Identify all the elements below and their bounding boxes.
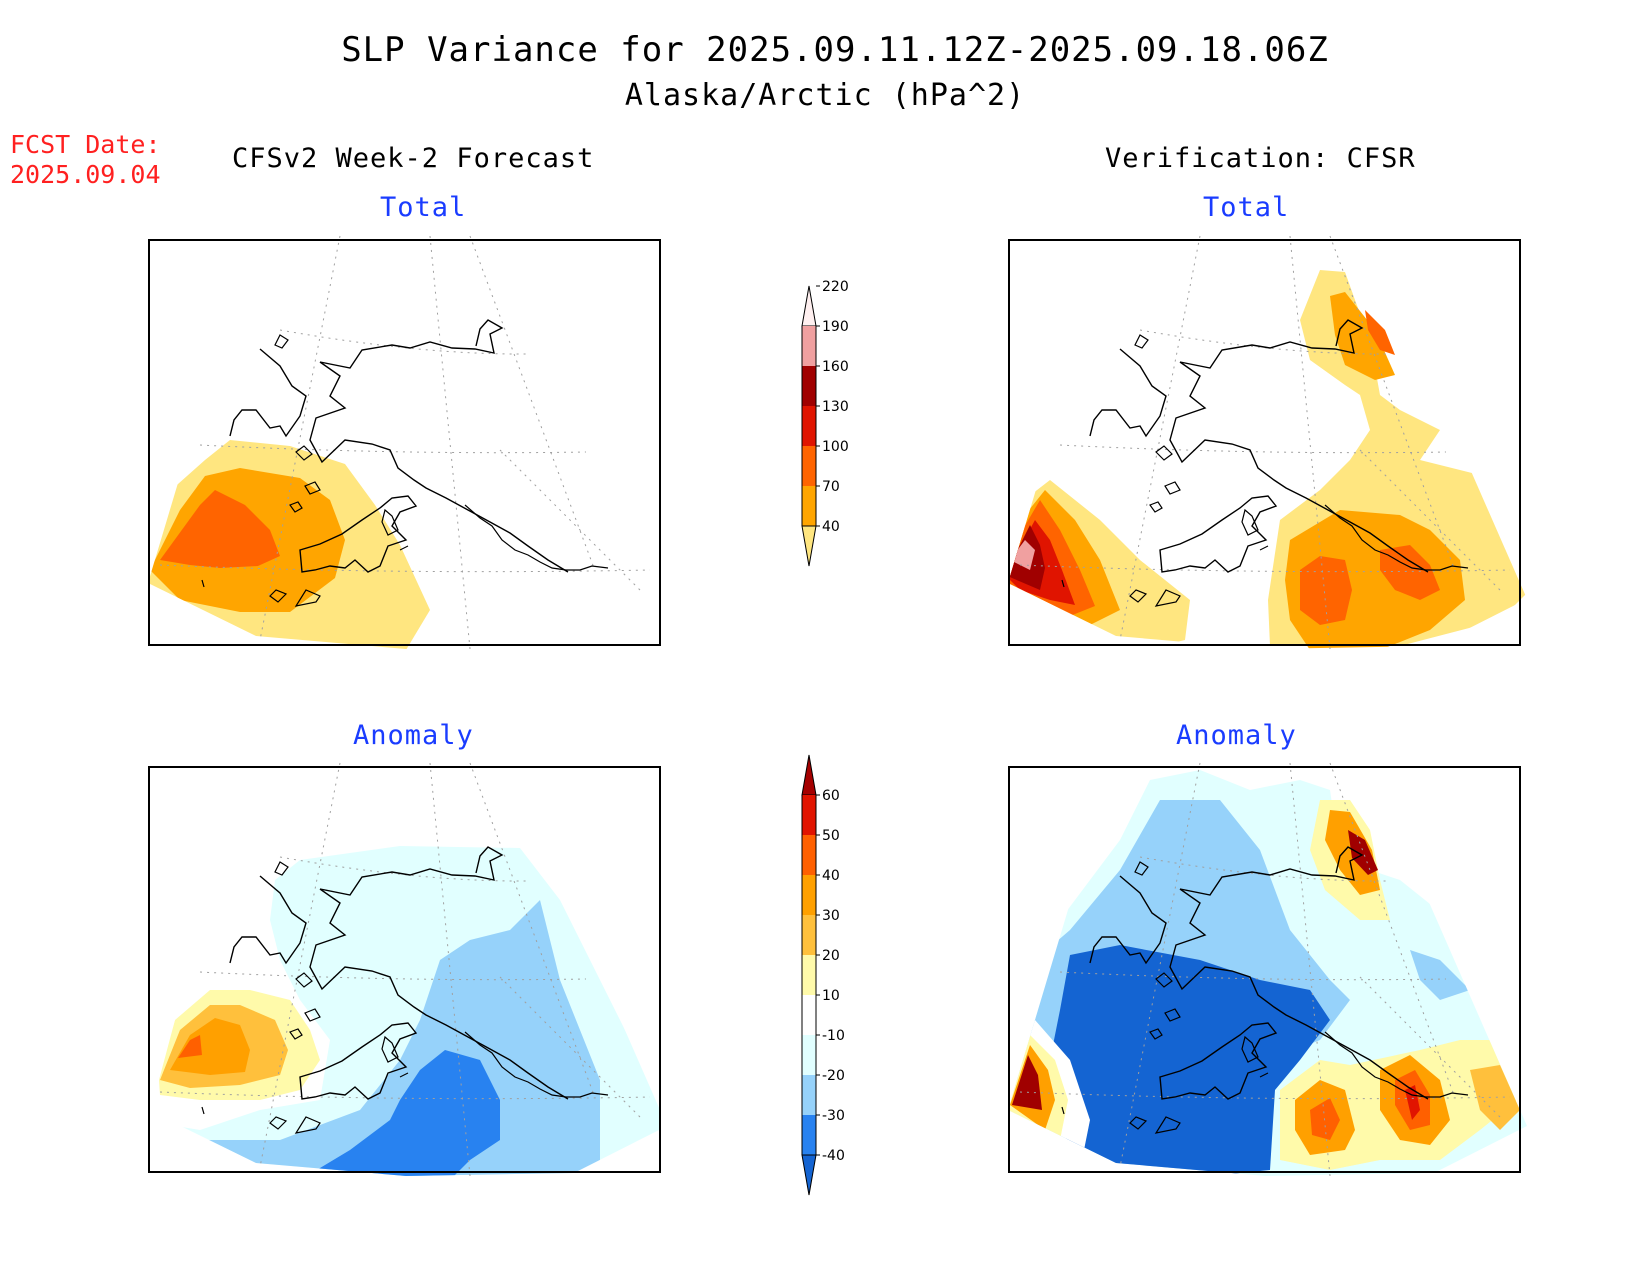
colorbar-segment: [802, 486, 816, 526]
colorbar-segment: [802, 795, 816, 835]
colorbar-tick-label: 30: [822, 908, 840, 924]
column-title-forecast: CFSv2 Week-2 Forecast: [232, 143, 595, 174]
colorbar-segment: [802, 446, 816, 486]
panel-label-verification-total: Total: [1203, 192, 1290, 223]
figure-subtitle: Alaska/Arctic (hPa^2): [624, 78, 1026, 113]
panel-verification-total: [1008, 235, 1527, 650]
figure-title: SLP Variance for 2025.09.11.12Z-2025.09.…: [341, 30, 1329, 70]
colorbar-total: 40 70 100 130 160 190 220: [801, 279, 849, 567]
colorbar-anomaly: -40 -30 -20 -10 10 20 30 40 50 60: [801, 754, 845, 1196]
colorbar-tick-label: 220: [822, 279, 849, 295]
panel-forecast-anomaly: [148, 762, 661, 1177]
colorbar-segment: [802, 915, 816, 955]
colorbar-segment: [802, 326, 816, 366]
colorbar-tick-label: 40: [822, 868, 840, 884]
colorbar-tick-label: 50: [822, 828, 840, 844]
colorbar-tick-label: 100: [822, 439, 849, 455]
colorbar-top-triangle: [801, 754, 817, 796]
colorbar-tick-label: -30: [822, 1108, 845, 1124]
colorbar-segment: [802, 1075, 816, 1115]
colorbar-tick-label: 70: [822, 479, 840, 495]
colorbar-tick-label: 130: [822, 399, 849, 415]
colorbar-tick-label: 40: [822, 519, 840, 535]
panel-label-forecast-anomaly: Anomaly: [353, 720, 474, 751]
colorbar-segment: [802, 1115, 816, 1155]
fcst-date-value: 2025.09.04: [10, 160, 161, 189]
colorbar-tick-label: 190: [822, 319, 849, 335]
colorbar-tick-label: 10: [822, 988, 840, 1004]
colorbar-tick-label: 160: [822, 359, 849, 375]
column-title-verification: Verification: CFSR: [1105, 143, 1416, 174]
colorbar-bottom-triangle: [801, 1154, 817, 1196]
panel-label-forecast-total: Total: [380, 192, 467, 223]
panel-label-verification-anomaly: Anomaly: [1176, 720, 1297, 751]
colorbar-tick-label: 20: [822, 948, 840, 964]
colorbar-top-triangle: [801, 285, 817, 327]
colorbar-segment: [802, 835, 816, 875]
colorbar-segment: [802, 366, 816, 406]
colorbar-tick-label: 60: [822, 788, 840, 804]
colorbar-segment: [802, 875, 816, 915]
colorbar-segment: [802, 406, 816, 446]
panel-verification-anomaly: [1008, 762, 1527, 1177]
colorbar-tick-label: -10: [822, 1028, 845, 1044]
colorbar-tick-label: -20: [822, 1068, 845, 1084]
fcst-date-label: FCST Date:: [10, 130, 161, 159]
panel-forecast-total: [148, 235, 661, 650]
colorbar-segment: [802, 995, 816, 1035]
colorbar-bottom-triangle: [801, 525, 817, 567]
colorbar-segment: [802, 955, 816, 995]
colorbar-tick-label: -40: [822, 1148, 845, 1164]
colorbar-segment: [802, 1035, 816, 1075]
